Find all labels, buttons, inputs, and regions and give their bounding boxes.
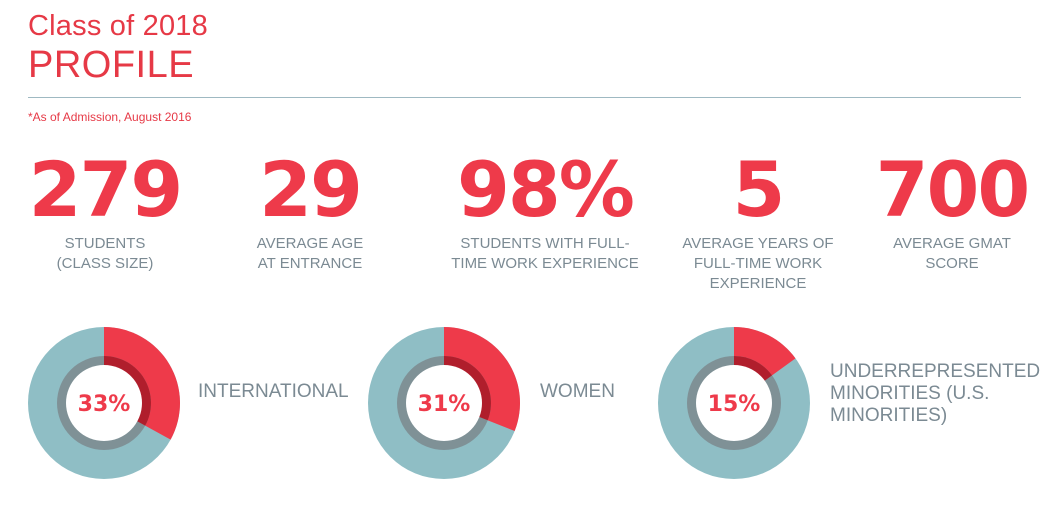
donut-chart: 31%	[368, 327, 520, 479]
stat-class-size: 279 STUDENTS (CLASS SIZE)	[20, 150, 190, 274]
donut-chart: 15%	[658, 327, 810, 479]
donut-chart: 33%	[28, 327, 180, 479]
donut-hole	[66, 365, 142, 441]
stat-label: AVERAGE YEARS OF FULL-TIME WORK EXPERIEN…	[682, 235, 834, 292]
donut-label-international: INTERNATIONAL	[198, 381, 349, 402]
percent-label: 33%	[78, 392, 131, 417]
donut-women: 31%	[366, 325, 522, 481]
stat-years-experience: 5 AVERAGE YEARS OF FULL-TIME WORK EXPERI…	[668, 150, 848, 294]
stat-gmat: 700 AVERAGE GMAT SCORE	[862, 150, 1042, 274]
stat-label: STUDENTS WITH FULL- TIME WORK EXPERIENCE	[451, 235, 639, 272]
stat-label: STUDENTS (CLASS SIZE)	[56, 235, 154, 272]
stat-average-age: 29 AVERAGE AGE AT ENTRANCE	[225, 150, 395, 274]
donut-international: 33%	[26, 325, 182, 481]
stat-label: AVERAGE GMAT SCORE	[893, 235, 1011, 272]
stat-value: 98%	[457, 145, 635, 234]
donut-label-women: WOMEN	[540, 381, 615, 402]
percent-label: 15%	[708, 392, 761, 417]
stat-value: 279	[28, 145, 184, 234]
footnote: *As of Admission, August 2016	[28, 110, 192, 124]
donut-hole	[696, 365, 772, 441]
donut-label-minorities: UNDERREPRESENTED MINORITIES (U.S. MINORI…	[830, 361, 1041, 426]
donut-minorities: 15%	[656, 325, 812, 481]
header-divider	[28, 97, 1021, 98]
class-of-title: Class of 2018	[28, 10, 208, 42]
stat-label: AVERAGE AGE AT ENTRANCE	[256, 235, 364, 272]
percent-label: 31%	[418, 392, 471, 417]
stat-value: 5	[732, 145, 786, 234]
donut-hole	[406, 365, 482, 441]
stat-value: 29	[259, 145, 363, 234]
stat-value: 700	[875, 145, 1031, 234]
stat-work-experience: 98% STUDENTS WITH FULL- TIME WORK EXPERI…	[430, 150, 660, 274]
profile-title: PROFILE	[28, 44, 195, 86]
